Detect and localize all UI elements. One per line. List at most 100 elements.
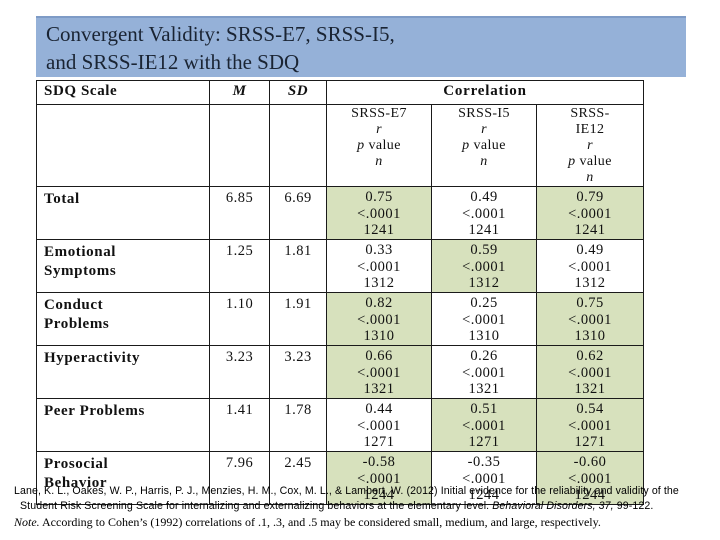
correlation-cell-i5: 0.49 <.0001 1241 — [431, 186, 537, 240]
p-value: <.0001 — [462, 205, 506, 222]
table-row-conduct-problems: Conduct Problems 1.10 1.91 0.82 <.0001 13… — [36, 292, 644, 346]
note-line: Note. According to Cohen’s (1992) correl… — [14, 515, 601, 529]
n-value: 1244 — [468, 487, 500, 503]
p-value: <.0001 — [568, 205, 612, 222]
subheader-r: r — [587, 138, 593, 153]
p-value: <.0001 — [357, 258, 401, 275]
p-value: <.0001 — [462, 258, 506, 275]
r-value: 0.62 — [576, 348, 604, 364]
correlation-cell-ie12: 0.54 <.0001 1271 — [536, 398, 644, 452]
sd-value: 6.69 — [269, 186, 327, 240]
n-value: 1312 — [363, 275, 395, 291]
row-label: Total — [36, 186, 210, 240]
subheader-n: n — [480, 154, 488, 169]
r-value: 0.51 — [470, 401, 498, 417]
sd-value: 1.91 — [269, 292, 327, 346]
correlation-cell-i5: 0.59 <.0001 1312 — [431, 239, 537, 293]
sd-value: 1.78 — [269, 398, 327, 452]
n-value: 1241 — [574, 222, 606, 238]
p-value: <.0001 — [357, 470, 401, 487]
r-value: 0.33 — [365, 242, 393, 258]
p-value: <.0001 — [568, 470, 612, 487]
correlation-cell-ie12: 0.79 <.0001 1241 — [536, 186, 644, 240]
row-label: Peer Problems — [36, 398, 210, 452]
subheader-srss-ie12: SRSS- IE12 r p value n — [536, 104, 644, 187]
r-value: 0.26 — [470, 348, 498, 364]
r-value: 0.75 — [365, 189, 393, 205]
col-header-sd: SD — [269, 80, 327, 105]
subheader-name: SRSS-E7 — [351, 106, 407, 121]
n-value: 1271 — [468, 434, 500, 450]
table-header-row: SDQ Scale M SD Correlation — [36, 80, 644, 105]
correlation-cell-e7: 0.33 <.0001 1312 — [326, 239, 432, 293]
subheader-p-value: p value — [568, 154, 612, 169]
subheader-name: SRSS- — [570, 106, 610, 121]
correlation-cell-i5: 0.51 <.0001 1271 — [431, 398, 537, 452]
p-value: <.0001 — [462, 470, 506, 487]
n-value: 1310 — [363, 328, 395, 344]
correlation-cell-ie12: 0.49 <.0001 1312 — [536, 239, 644, 293]
r-value: 0.79 — [576, 189, 604, 205]
n-value: 1271 — [574, 434, 606, 450]
sd-value: 2.45 — [269, 451, 327, 505]
n-value: 1310 — [468, 328, 500, 344]
footer-citation-block: Lane, K. L., Oakes, W. P., Harris, P. J.… — [14, 484, 714, 530]
correlation-cell-i5: 0.26 <.0001 1321 — [431, 345, 537, 399]
subheader-p-value: p value — [462, 138, 506, 153]
empty-cell — [209, 104, 270, 187]
col-header-sdq-scale: SDQ Scale — [36, 80, 210, 105]
correlation-cell-e7: 0.44 <.0001 1271 — [326, 398, 432, 452]
subheader-name: SRSS-I5 — [458, 106, 510, 121]
p-value: <.0001 — [357, 417, 401, 434]
title-banner: Convergent Validity: SRSS-E7, SRSS-I5, a… — [36, 16, 686, 77]
p-value: <.0001 — [568, 311, 612, 328]
r-value: 0.75 — [576, 295, 604, 311]
mean-value: 6.85 — [209, 186, 270, 240]
sd-value: 3.23 — [269, 345, 327, 399]
r-value: 0.82 — [365, 295, 393, 311]
col-header-m: M — [209, 80, 270, 105]
correlation-cell-e7: 0.66 <.0001 1321 — [326, 345, 432, 399]
sdq-correlation-table: SDQ Scale M SD Correlation SRSS-E7 r p v… — [36, 80, 644, 505]
correlation-cell-i5: -0.35 <.0001 1244 — [431, 451, 537, 505]
n-value: 1244 — [574, 487, 606, 503]
p-value: <.0001 — [568, 364, 612, 381]
subheader-n: n — [375, 154, 383, 169]
correlation-cell-e7: -0.58 <.0001 1244 — [326, 451, 432, 505]
r-value: 0.49 — [470, 189, 498, 205]
r-value: 0.44 — [365, 401, 393, 417]
table-subheader-row: SRSS-E7 r p value n SRSS-I5 r p value n … — [36, 104, 644, 187]
table-row-peer-problems: Peer Problems 1.41 1.78 0.44 <.0001 1271… — [36, 398, 644, 452]
p-value: <.0001 — [357, 364, 401, 381]
subheader-srss-e7: SRSS-E7 r p value n — [326, 104, 432, 187]
r-value: 0.25 — [470, 295, 498, 311]
correlation-cell-e7: 0.75 <.0001 1241 — [326, 186, 432, 240]
n-value: 1312 — [574, 275, 606, 291]
table-row-total: Total 6.85 6.69 0.75 <.0001 1241 0.49 <.… — [36, 186, 644, 240]
slide-title-line1: Convergent Validity: SRSS-E7, SRSS-I5, — [46, 22, 395, 46]
mean-value: 1.41 — [209, 398, 270, 452]
empty-cell — [269, 104, 327, 187]
r-value: 0.66 — [365, 348, 393, 364]
table-row-emotional-symptoms: Emotional Symptoms 1.25 1.81 0.33 <.0001 … — [36, 239, 644, 293]
n-value: 1312 — [468, 275, 500, 291]
row-label: Prosocial Behavior — [36, 451, 210, 505]
mean-value: 3.23 — [209, 345, 270, 399]
n-value: 1321 — [363, 381, 395, 397]
n-value: 1241 — [363, 222, 395, 238]
n-value: 1310 — [574, 328, 606, 344]
p-value: <.0001 — [462, 311, 506, 328]
n-value: 1271 — [363, 434, 395, 450]
correlation-cell-ie12: 0.75 <.0001 1310 — [536, 292, 644, 346]
subheader-r: r — [376, 122, 382, 137]
row-label: Hyperactivity — [36, 345, 210, 399]
sd-value: 1.81 — [269, 239, 327, 293]
table-row-prosocial-behavior: Prosocial Behavior 7.96 2.45 -0.58 <.0001… — [36, 451, 644, 505]
subheader-n: n — [586, 170, 594, 185]
row-label: Conduct Problems — [36, 292, 210, 346]
mean-value: 1.10 — [209, 292, 270, 346]
empty-cell — [36, 104, 210, 187]
citation-line1: Lane, K. L., Oakes, W. P., Harris, P. J.… — [14, 485, 679, 497]
n-value: 1321 — [574, 381, 606, 397]
